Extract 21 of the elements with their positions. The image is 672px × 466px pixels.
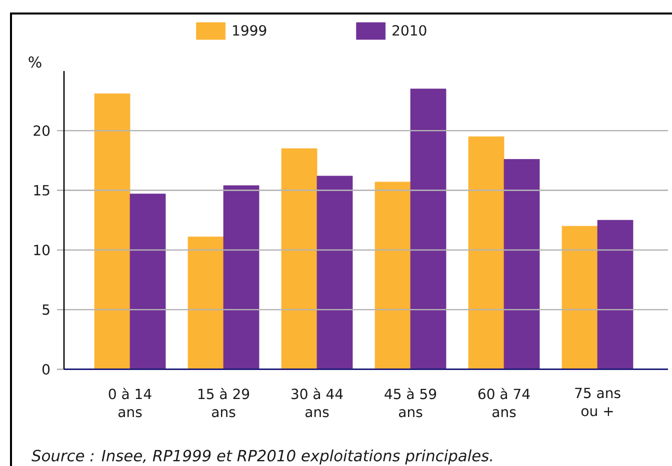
bar [94,93,130,370]
source-note: Source : Insee, RP1999 et RP2010 exploitations principales. [32,450,492,464]
bar [188,236,224,370]
y-tick-label: 0 [42,364,50,375]
y-tick-label: 20 [34,125,50,136]
x-tick-label: 75 ans ou + [575,388,620,416]
y-axis-title: % [28,56,42,68]
legend-label: 2010 [392,25,426,36]
bar [562,226,598,370]
bar [468,136,504,370]
x-tick-label: 0 à 14 ans [108,388,152,418]
x-tick-label: 60 à 74 ans [478,388,530,418]
x-tick-label: 45 à 59 ans [384,388,436,418]
legend-label: 1999 [233,25,266,36]
y-tick-label: 10 [34,244,50,256]
x-tick-label: 15 à 29 ans [198,388,250,418]
bar [281,148,318,370]
x-tick-label: 30 à 44 ans [292,388,343,418]
y-tick-label: 5 [42,304,50,315]
y-tick-label: 15 [34,185,50,196]
bar [374,182,411,370]
